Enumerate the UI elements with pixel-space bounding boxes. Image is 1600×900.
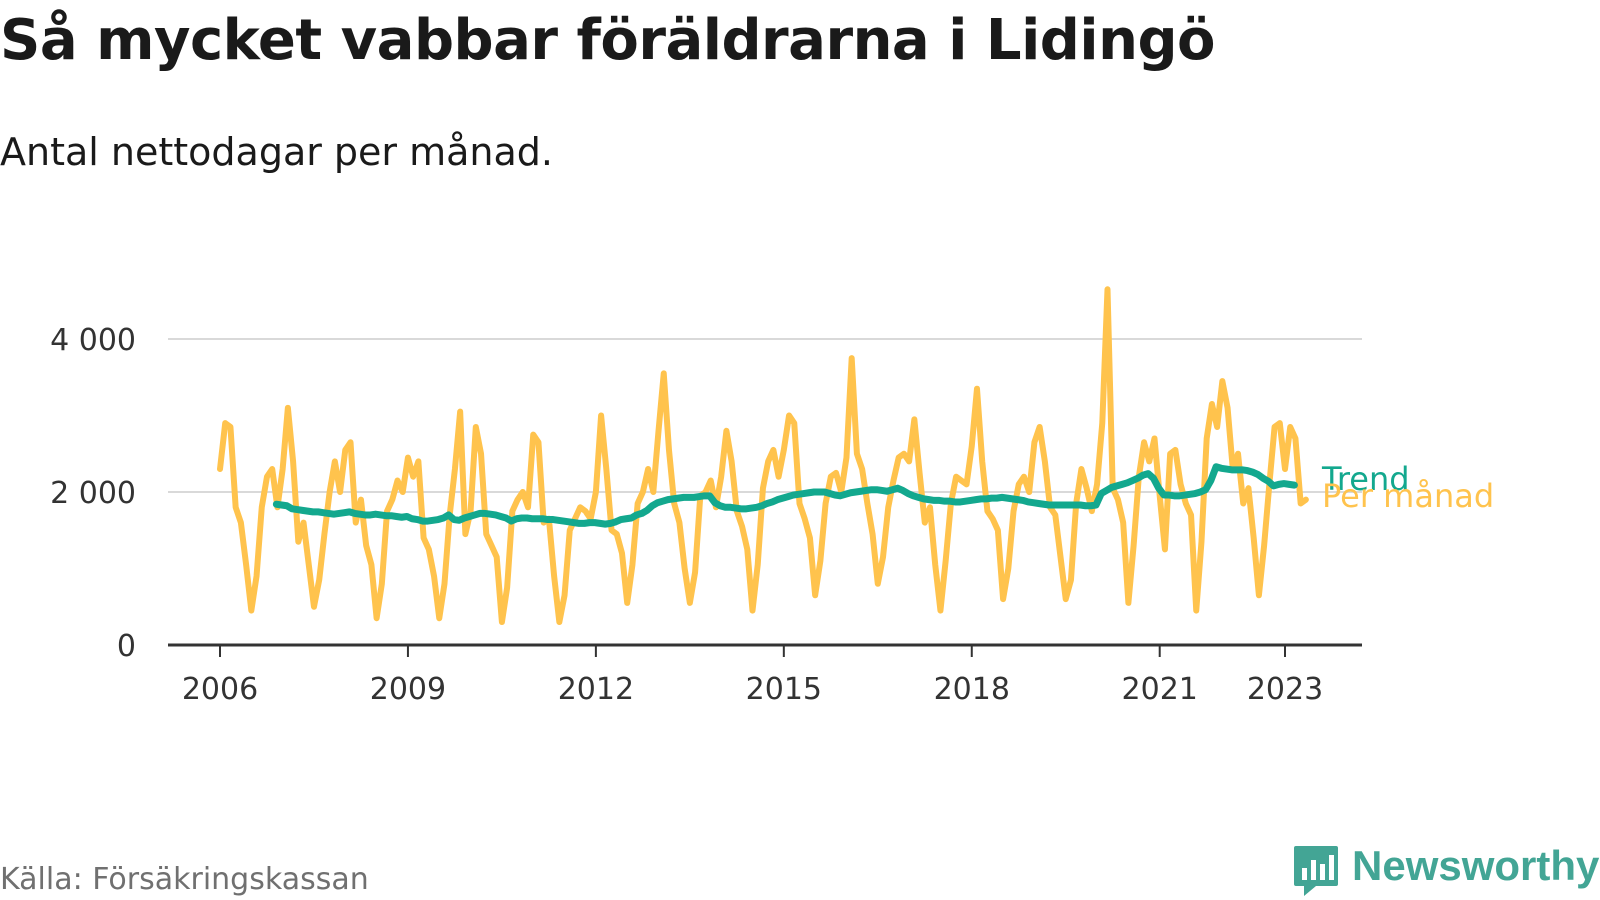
series-line-trend: [272, 463, 1298, 528]
series-label-trend: Trend: [1321, 460, 1410, 498]
newsworthy-logo[interactable]: Newsworthy: [1292, 842, 1599, 898]
y-tick-label: 2 000: [50, 476, 136, 511]
x-tick-label: 2006: [182, 672, 258, 707]
page-subtitle: Antal nettodagar per månad.: [0, 130, 554, 174]
x-tick-label: 2023: [1247, 672, 1323, 707]
series-line-per-manad: [217, 286, 1309, 626]
source-note: Källa: Försäkringskassan: [0, 862, 369, 897]
newsworthy-logo-text: Newsworthy: [1352, 842, 1600, 889]
y-tick-label: 4 000: [50, 323, 136, 358]
x-axis: 2006 2009 2012 2015 2018 2021 2023: [168, 643, 1362, 707]
x-tick-label: 2012: [558, 672, 634, 707]
y-axis-ticks: 0 2 000 4 000: [50, 323, 136, 664]
x-tick-label: 2018: [934, 672, 1010, 707]
x-tick-label: 2021: [1122, 672, 1198, 707]
x-tick-label: 2015: [746, 672, 822, 707]
y-tick-label: 0: [117, 629, 136, 664]
page-title: Så mycket vabbar föräldrarna i Lidingö: [0, 8, 1216, 73]
x-tick-label: 2009: [370, 672, 446, 707]
newsworthy-logo-icon: [1294, 846, 1338, 896]
series-lines: [217, 286, 1309, 626]
series-label-per-manad: Per månad: [1322, 477, 1494, 515]
